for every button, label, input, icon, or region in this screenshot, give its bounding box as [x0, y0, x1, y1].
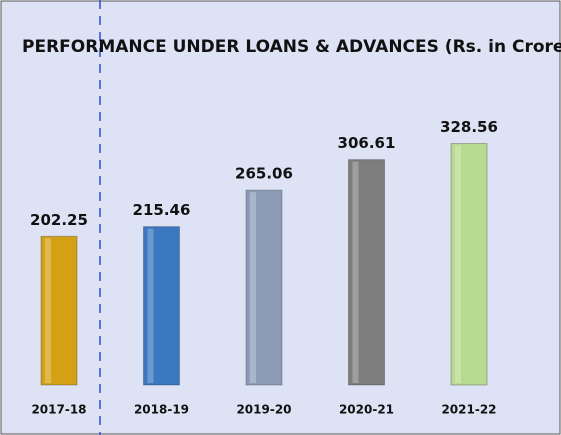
bar-highlight: [352, 161, 359, 383]
bar-highlight: [147, 228, 154, 383]
value-label: 265.06: [235, 165, 293, 183]
x-tick-label: 2017-18: [31, 403, 86, 417]
value-label: 306.61: [338, 134, 396, 152]
chart-title: PERFORMANCE UNDER LOANS & ADVANCES (Rs. …: [22, 37, 561, 57]
bar-highlight: [250, 192, 256, 383]
x-tick-label: 2020-21: [339, 403, 394, 417]
bar-highlight: [45, 238, 51, 383]
value-label: 202.25: [30, 211, 88, 229]
bar: [450, 143, 488, 386]
x-tick-label: 2018-19: [134, 403, 189, 417]
bar: [245, 189, 283, 386]
x-tick-label: 2019-20: [236, 403, 291, 417]
value-label: 215.46: [133, 201, 191, 219]
bar: [348, 159, 385, 386]
x-tick-label: 2021-22: [441, 403, 496, 417]
bar: [143, 226, 180, 386]
bar-highlight: [455, 145, 461, 383]
bar: [40, 235, 78, 386]
value-label: 328.56: [440, 118, 498, 136]
